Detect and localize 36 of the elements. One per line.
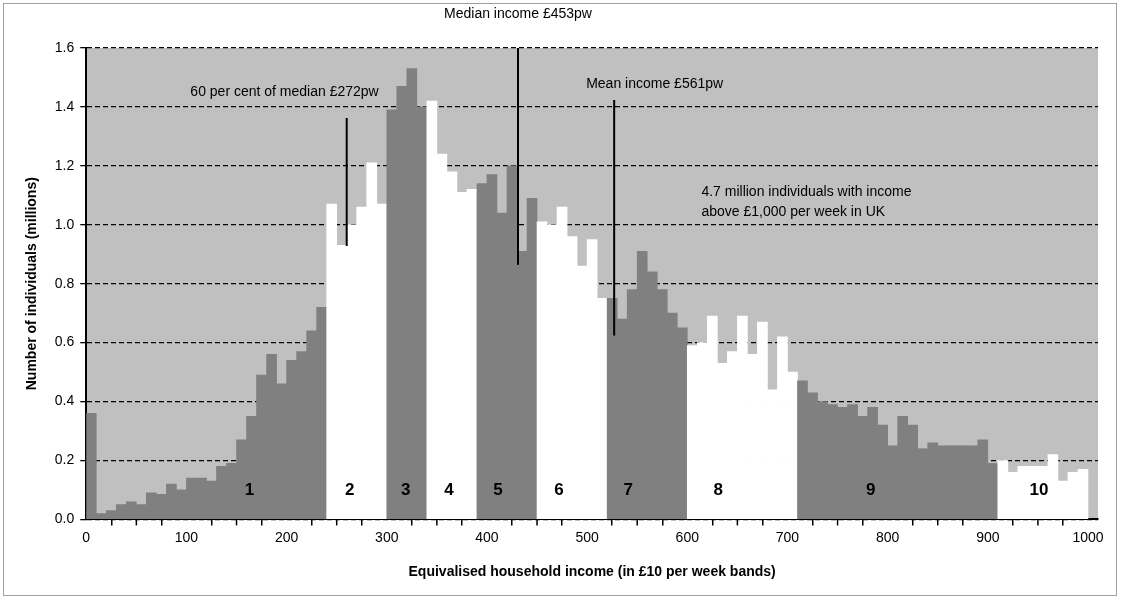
x-tick-label: 500 — [575, 528, 600, 545]
x-tick-label: 100 — [174, 528, 199, 545]
x-tick-label: 200 — [274, 528, 299, 545]
annotation: 4.7 million individuals with income above £1,000 per week in UK — [701, 183, 912, 219]
x-tick-label: 0 — [82, 528, 91, 545]
annotation: 10 — [1029, 479, 1049, 499]
annotation: 2 — [344, 479, 355, 499]
y-tick-label: 0.2 — [54, 451, 75, 468]
y-tick-label: 1.2 — [54, 156, 75, 173]
x-tick-label: 800 — [875, 528, 900, 545]
annotation: 5 — [493, 479, 503, 499]
annotation: 7 — [623, 479, 633, 499]
annotation: 4 — [444, 479, 455, 499]
x-tick-label: 700 — [775, 528, 800, 545]
x-axis-title: Equivalised household income (in £10 per week bands) — [408, 563, 776, 580]
x-tick-label: 1000 — [1072, 528, 1104, 545]
y-tick-label: 0.6 — [54, 333, 75, 350]
y-tick-label: 0.0 — [54, 510, 75, 527]
ref-line-label: 60 per cent of median £272pw — [190, 83, 380, 99]
ref-line-label: Mean income £561pw — [586, 75, 725, 91]
annotation: 3 — [401, 479, 411, 499]
y-tick-label: 1.0 — [54, 215, 75, 232]
y-tick-label: 0.8 — [54, 274, 75, 291]
annotation: 8 — [713, 479, 724, 499]
ref-line-label: Median income £453pw — [444, 5, 593, 21]
x-tick-label: 600 — [675, 528, 700, 545]
x-tick-label: 400 — [475, 528, 499, 545]
x-tick-label: 300 — [375, 528, 399, 545]
y-tick-label: 1.6 — [54, 38, 75, 55]
y-axis-title: Number of individuals (millions) — [23, 177, 40, 391]
annotation: 1 — [244, 479, 255, 499]
x-tick-label: 900 — [976, 528, 1000, 545]
y-tick-label: 0.4 — [54, 392, 75, 409]
annotation: 6 — [554, 479, 564, 499]
y-tick-label: 1.4 — [54, 97, 75, 114]
annotation: 9 — [865, 479, 876, 499]
